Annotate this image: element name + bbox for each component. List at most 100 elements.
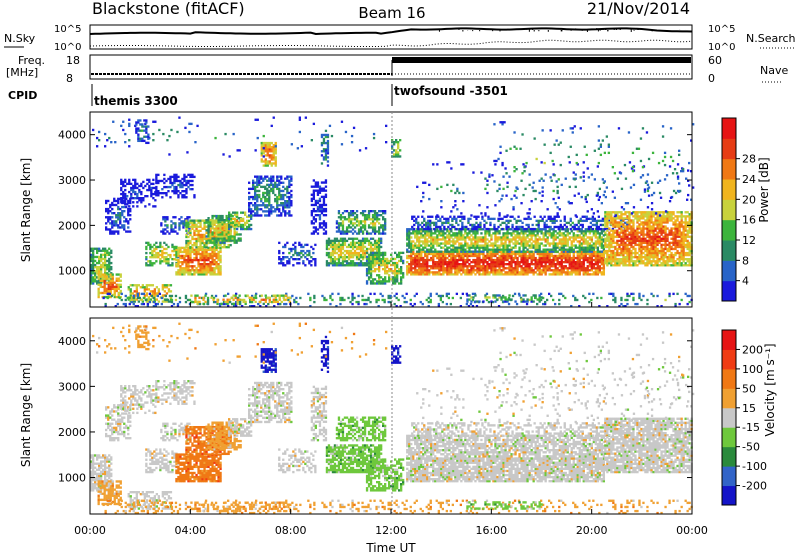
power-cell	[374, 228, 376, 230]
power-cell	[456, 234, 458, 236]
power-cell	[526, 261, 528, 263]
power-cell	[350, 218, 352, 220]
power-cell	[539, 249, 541, 251]
power-cell	[378, 270, 380, 272]
power-cell	[514, 263, 516, 265]
power-cell	[342, 232, 344, 234]
power-cell	[267, 164, 269, 166]
power-cell	[183, 196, 185, 198]
power-cell	[173, 250, 175, 252]
power-cell	[213, 242, 215, 244]
power-cell	[380, 282, 382, 284]
power-cell	[327, 164, 329, 166]
power-cell	[175, 180, 177, 182]
power-cell	[520, 267, 522, 269]
power-cell	[559, 242, 561, 244]
power-cell	[187, 240, 189, 242]
power-cell	[565, 253, 567, 255]
power-cell	[191, 220, 193, 222]
power-cell	[420, 267, 422, 269]
power-cell	[252, 210, 254, 212]
power-cell	[488, 251, 490, 253]
power-cell	[215, 215, 217, 217]
power-cell	[288, 186, 290, 188]
power-cell	[104, 256, 106, 258]
power-cell	[228, 231, 230, 233]
power-cell	[274, 200, 276, 202]
power-cell	[342, 216, 344, 218]
power-cell	[276, 188, 278, 190]
power-cell	[438, 259, 440, 261]
power-cell	[500, 242, 502, 244]
power-cell	[448, 261, 450, 263]
power-cell	[479, 222, 481, 224]
power-cell	[496, 271, 498, 273]
power-cell	[268, 194, 270, 196]
power-cell	[531, 263, 533, 265]
power-cell	[557, 269, 559, 271]
power-cell	[193, 259, 195, 261]
power-cell	[162, 216, 164, 218]
power-cell	[502, 267, 504, 269]
power-cell	[368, 232, 370, 234]
power-cell	[189, 234, 191, 236]
power-cell	[518, 265, 520, 267]
power-cell	[185, 255, 187, 257]
power-cell	[380, 240, 382, 242]
power-cell	[505, 226, 507, 228]
power-cell	[262, 196, 264, 198]
power-cell	[531, 236, 533, 238]
power-cell	[266, 184, 268, 186]
power-cell	[514, 238, 516, 240]
power-cell	[230, 237, 232, 239]
power-cell	[338, 212, 340, 214]
power-cell	[248, 226, 250, 228]
power-cell	[187, 261, 189, 263]
power-cell	[446, 247, 448, 249]
power-cell	[240, 228, 242, 230]
power-cell	[545, 273, 547, 275]
power-cell	[376, 248, 378, 250]
power-cell	[571, 261, 573, 263]
power-cell	[96, 252, 98, 254]
power-cell	[372, 278, 374, 280]
power-cell	[488, 240, 490, 242]
power-cell	[494, 253, 496, 255]
power-cell	[288, 184, 290, 186]
power-cell	[442, 273, 444, 275]
power-cell	[516, 236, 518, 238]
power-cell	[269, 154, 271, 156]
power-cell	[153, 248, 155, 250]
power-cell	[583, 253, 585, 255]
power-cell	[294, 248, 296, 250]
power-cell	[374, 282, 376, 284]
power-cell	[267, 154, 269, 156]
power-cell	[111, 216, 113, 218]
power-cell	[209, 235, 211, 237]
power-cell	[561, 240, 563, 242]
power-cell	[125, 230, 127, 232]
power-cell	[408, 244, 410, 246]
power-cell	[514, 230, 516, 232]
power-cell	[319, 188, 321, 190]
power-cell	[350, 244, 352, 246]
power-cell	[110, 262, 112, 264]
power-cell	[203, 220, 205, 222]
power-cell	[370, 242, 372, 244]
power-cell	[430, 242, 432, 244]
power-cell	[340, 264, 342, 266]
power-cell	[183, 178, 185, 180]
power-cell	[185, 240, 187, 242]
power-cell	[252, 180, 254, 182]
power-cell	[563, 238, 565, 240]
power-cell	[488, 244, 490, 246]
power-cell	[193, 220, 195, 222]
power-cell	[374, 212, 376, 214]
power-cell	[364, 256, 366, 258]
power-cell	[368, 224, 370, 226]
power-cell	[535, 240, 537, 242]
power-cell	[480, 273, 482, 275]
power-cell	[104, 292, 106, 294]
power-cell	[420, 230, 422, 232]
power-cell	[197, 259, 199, 261]
